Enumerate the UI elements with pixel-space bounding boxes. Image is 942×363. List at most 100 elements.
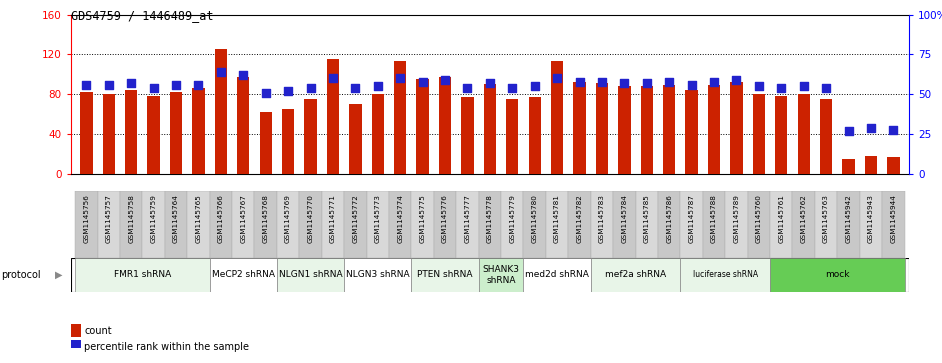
Point [594,79,609,85]
FancyBboxPatch shape [524,258,591,292]
Text: GSM1145780: GSM1145780 [531,194,538,243]
FancyBboxPatch shape [210,191,232,258]
Point [572,79,587,85]
Text: GSM1145762: GSM1145762 [801,194,806,243]
Text: PTEN shRNA: PTEN shRNA [417,270,473,280]
Bar [349,105,362,174]
Text: med2d shRNA: med2d shRNA [525,270,589,280]
Bar [462,97,474,174]
FancyBboxPatch shape [591,258,680,292]
FancyBboxPatch shape [75,258,210,292]
Text: GSM1145789: GSM1145789 [734,194,739,243]
Bar [798,94,810,174]
Point [101,82,116,88]
Bar [528,97,541,174]
Text: GSM1145772: GSM1145772 [352,194,358,243]
Text: MeCP2 shRNA: MeCP2 shRNA [212,270,275,280]
FancyBboxPatch shape [680,258,770,292]
Text: GSM1145769: GSM1145769 [285,194,291,243]
Bar [663,85,675,174]
Point [885,127,901,132]
Point [348,85,363,91]
Point [549,76,564,81]
Text: GSM1145778: GSM1145778 [487,194,493,243]
Text: GDS4759 / 1446489_at: GDS4759 / 1446489_at [71,9,213,22]
Text: NLGN3 shRNA: NLGN3 shRNA [346,270,410,280]
Point [415,79,430,85]
FancyBboxPatch shape [412,191,434,258]
FancyBboxPatch shape [389,191,412,258]
Text: GSM1145782: GSM1145782 [577,194,582,243]
Text: NLGN1 shRNA: NLGN1 shRNA [279,270,342,280]
Point [281,88,296,94]
Text: GSM1145942: GSM1145942 [846,194,852,243]
Point [393,76,408,81]
FancyBboxPatch shape [120,191,142,258]
Bar [618,86,630,174]
FancyBboxPatch shape [366,191,389,258]
FancyBboxPatch shape [187,191,210,258]
FancyBboxPatch shape [344,191,366,258]
Text: GSM1145761: GSM1145761 [778,194,785,243]
FancyBboxPatch shape [545,191,568,258]
FancyBboxPatch shape [412,258,479,292]
Point [640,80,655,86]
Text: GSM1145777: GSM1145777 [464,194,470,243]
Bar [237,77,250,174]
FancyBboxPatch shape [232,191,254,258]
Text: luciferase shRNA: luciferase shRNA [692,270,757,280]
Point [123,80,138,86]
Text: GSM1145776: GSM1145776 [442,194,448,243]
Bar [483,85,496,174]
Point [684,82,699,88]
Bar [416,79,429,174]
Text: GSM1145768: GSM1145768 [263,194,268,243]
Point [169,82,184,88]
Point [191,82,206,88]
Point [146,85,161,91]
Bar [71,324,81,337]
Text: GSM1145770: GSM1145770 [307,194,314,243]
Point [617,80,632,86]
Bar [574,82,586,174]
Point [370,83,385,89]
FancyBboxPatch shape [277,191,300,258]
Text: GSM1145758: GSM1145758 [128,194,134,243]
FancyBboxPatch shape [568,191,591,258]
Text: GSM1145771: GSM1145771 [330,194,336,243]
Bar [371,94,384,174]
Text: GSM1145943: GSM1145943 [868,194,874,243]
FancyBboxPatch shape [658,191,680,258]
Text: GSM1145783: GSM1145783 [599,194,605,243]
FancyBboxPatch shape [98,191,120,258]
Point [482,80,497,86]
Text: GSM1145774: GSM1145774 [398,194,403,243]
FancyBboxPatch shape [254,191,277,258]
Text: GSM1145759: GSM1145759 [151,194,156,243]
Point [773,85,788,91]
FancyBboxPatch shape [277,258,344,292]
Text: GSM1145781: GSM1145781 [554,194,560,243]
Text: mock: mock [825,270,850,280]
Point [79,82,94,88]
Point [528,83,543,89]
Point [236,72,251,78]
Bar [439,77,451,174]
Text: percentile rank within the sample: percentile rank within the sample [84,342,249,352]
Point [325,76,340,81]
Bar [304,99,317,174]
Bar [595,83,609,174]
Bar [259,113,272,174]
FancyBboxPatch shape [882,191,904,258]
FancyBboxPatch shape [142,191,165,258]
FancyBboxPatch shape [770,191,792,258]
Text: GSM1145757: GSM1145757 [106,194,112,243]
Bar [707,85,721,174]
FancyBboxPatch shape [75,191,98,258]
Bar [103,94,115,174]
Point [864,125,879,131]
Bar [125,90,138,174]
Point [303,85,318,91]
Bar [80,93,92,174]
Text: GSM1145767: GSM1145767 [240,194,246,243]
